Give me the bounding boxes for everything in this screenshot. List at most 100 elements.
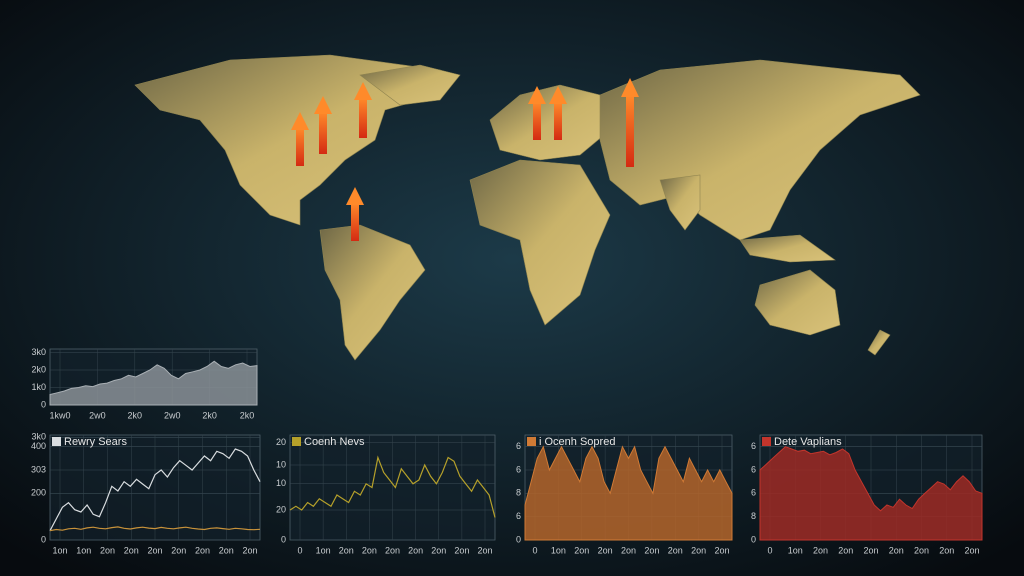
x-tick-label: 1on	[551, 545, 566, 555]
x-tick-label: 2k0	[202, 410, 217, 420]
y-tick-label: 10	[276, 478, 286, 488]
y-tick-label: 0	[41, 534, 46, 544]
world-map	[134, 54, 921, 361]
y-tick-label: 3k0	[31, 347, 46, 357]
chart-panel: 0 1k0 2k0 3k0 1kw0 2w0 2k0 2w0 2k0 2k0	[31, 347, 258, 420]
y-tick-label: 0	[41, 399, 46, 409]
y-tick-label: 400	[31, 441, 46, 451]
y-tick-label: 6	[516, 511, 521, 521]
x-tick-label: 1on	[76, 545, 91, 555]
x-tick-label: 2on	[863, 545, 878, 555]
chart-panel: 0 8 6 6 6 0 1on 2on 2on 2on 2on 2on 2on 2on Dete Vapli…	[751, 434, 983, 555]
x-tick-label: 2on	[714, 545, 729, 555]
y-tick-label: 20	[276, 504, 286, 514]
area	[49, 360, 258, 406]
arrow	[354, 82, 372, 138]
south-america	[319, 224, 426, 361]
x-tick-label: 0	[297, 545, 302, 555]
x-tick-label: 2on	[124, 545, 139, 555]
y-tick-label: 6	[751, 464, 756, 474]
arrow	[621, 78, 639, 167]
arrow	[346, 187, 364, 241]
arrow	[528, 86, 546, 140]
y-tick-label: 6	[516, 464, 521, 474]
y-tick-label: 200	[31, 488, 46, 498]
chart-panel: 0 6 8 6 6 0 1on 2on 2on 2on 2on 2on 2on 2on i Ocenh So…	[516, 434, 733, 555]
area	[524, 445, 733, 541]
legend-swatch	[52, 437, 61, 446]
x-tick-label: 2on	[339, 545, 354, 555]
x-tick-label: 2on	[195, 545, 210, 555]
x-tick-label: 2on	[408, 545, 423, 555]
y-tick-label: 0	[281, 534, 286, 544]
arrow	[291, 112, 309, 166]
x-tick-label: 2k0	[240, 410, 255, 420]
x-tick-label: 1on	[788, 545, 803, 555]
chart-title: Rewry Sears	[64, 436, 127, 448]
chart-title: Dete Vaplians	[774, 436, 842, 448]
x-tick-label: 2on	[171, 545, 186, 555]
africa	[469, 159, 611, 326]
x-tick-label: 2on	[621, 545, 636, 555]
y-tick-label: 3k0	[31, 432, 46, 442]
x-tick-label: 2w0	[89, 410, 106, 420]
line	[49, 526, 261, 532]
x-tick-label: 2on	[964, 545, 979, 555]
area	[759, 446, 983, 541]
x-tick-label: 2on	[889, 545, 904, 555]
x-tick-label: 2on	[813, 545, 828, 555]
y-tick-label: 2k0	[31, 364, 46, 374]
australia	[754, 269, 841, 336]
y-tick-label: 6	[751, 441, 756, 451]
y-tick-label: 20	[276, 437, 286, 447]
legend-swatch	[762, 437, 771, 446]
x-tick-label: 2on	[477, 545, 492, 555]
x-tick-label: 1on	[316, 545, 331, 555]
arrow	[314, 96, 332, 154]
x-tick-label: 2on	[691, 545, 706, 555]
x-tick-label: 2on	[147, 545, 162, 555]
x-tick-label: 2on	[598, 545, 613, 555]
line	[289, 455, 496, 518]
india	[659, 174, 701, 231]
x-tick-label: 1on	[52, 545, 67, 555]
indonesia	[739, 234, 836, 263]
x-tick-label: 2on	[219, 545, 234, 555]
y-tick-label: 0	[751, 534, 756, 544]
x-tick-label: 2on	[431, 545, 446, 555]
arrows	[291, 78, 639, 241]
y-tick-label: 6	[516, 441, 521, 451]
greenland	[359, 64, 461, 106]
x-tick-label: 2on	[644, 545, 659, 555]
x-tick-label: 2k0	[128, 410, 143, 420]
y-tick-label: 303	[31, 464, 46, 474]
x-tick-label: 2on	[362, 545, 377, 555]
x-tick-label: 2on	[454, 545, 469, 555]
line	[49, 448, 261, 531]
y-tick-label: 10	[276, 459, 286, 469]
chart-panel: 0 20 10 10 20 0 1on 2on 2on 2on 2on 2on 2on 2on Coenh …	[276, 434, 496, 555]
y-tick-label: 0	[516, 534, 521, 544]
legend-swatch	[292, 437, 301, 446]
chart-title: i Ocenh Sopred	[539, 436, 615, 448]
x-tick-label: 2on	[668, 545, 683, 555]
chart-title: Coenh Nevs	[304, 436, 365, 448]
x-tick-label: 0	[532, 545, 537, 555]
x-tick-label: 2on	[385, 545, 400, 555]
x-tick-label: 2on	[838, 545, 853, 555]
arrow	[549, 86, 567, 140]
new-zealand	[867, 329, 891, 356]
x-tick-label: 0	[767, 545, 772, 555]
x-tick-label: 2on	[100, 545, 115, 555]
y-tick-label: 1k0	[31, 382, 46, 392]
legend-swatch	[527, 437, 536, 446]
y-tick-label: 8	[516, 488, 521, 498]
x-tick-label: 2on	[574, 545, 589, 555]
x-tick-label: 2on	[939, 545, 954, 555]
y-tick-label: 6	[751, 488, 756, 498]
y-tick-label: 8	[751, 511, 756, 521]
x-tick-label: 2w0	[164, 410, 181, 420]
